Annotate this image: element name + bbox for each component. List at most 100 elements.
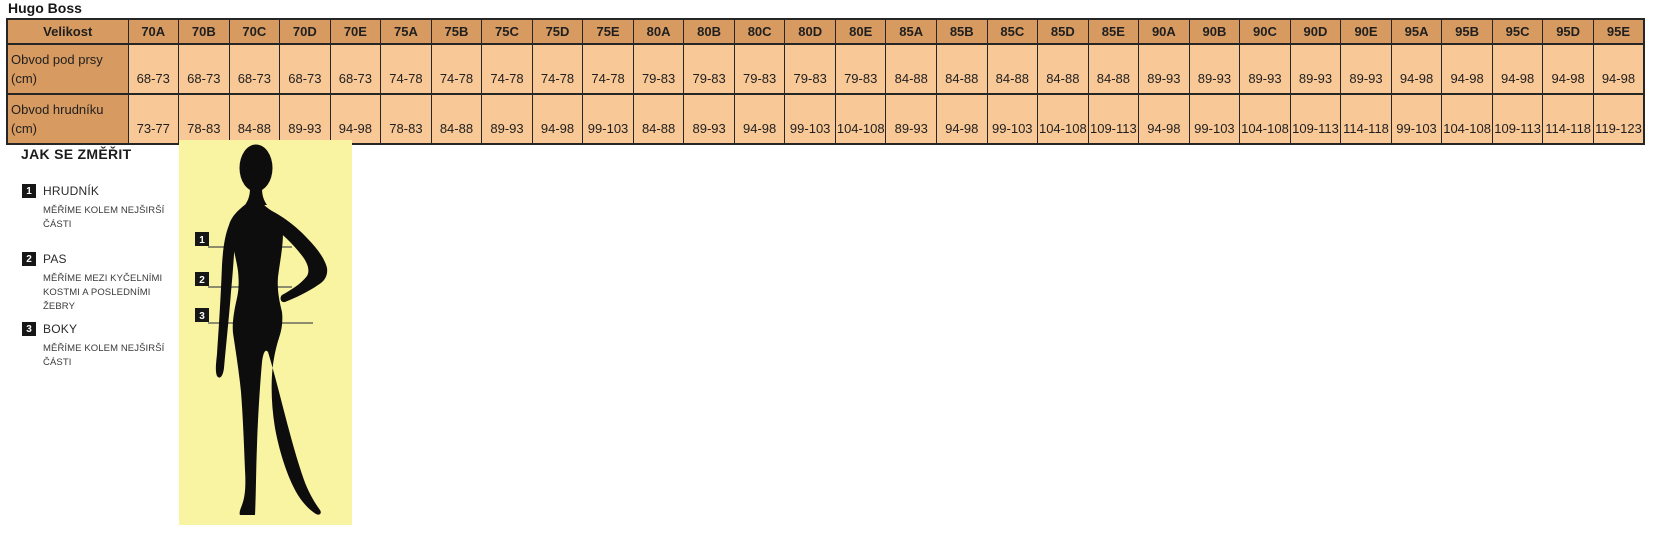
size-table: Velikost 70A 70B 70C 70D 70E 75A 75B 75C 75D 75E 80… (6, 18, 1645, 145)
figure-marker-box-1 (195, 232, 209, 246)
size-col-header-80b: 80B (683, 18, 735, 45)
under-bust-cell-75a: 74-78 (380, 43, 432, 95)
under-bust-cell-80c: 79-83 (733, 43, 786, 95)
size-col-header-70d: 70D (279, 18, 331, 45)
size-col-header-80d: 80D (784, 18, 836, 45)
chest-cell-85c: 99-103 (986, 93, 1039, 145)
measure-guide-title: JAK SE ZMĚŘIT (21, 146, 132, 162)
size-col-header-95d: 95D (1542, 18, 1594, 45)
under-bust-cell-80b: 79-83 (683, 43, 735, 95)
chest-cell-75c: 89-93 (481, 93, 533, 145)
size-col-header-95b: 95B (1441, 18, 1493, 45)
chest-cell-85a: 89-93 (885, 93, 937, 145)
chest-cell-80b: 89-93 (683, 93, 735, 145)
row-chest: Obvod hrudníku (cm) 73-77 78-83 84-88 89-93 9… (6, 93, 1645, 145)
size-col-header-85c: 85C (986, 18, 1039, 45)
figure-marker-box-2 (195, 272, 209, 286)
size-col-header-70b: 70B (178, 18, 230, 45)
measure-item-boky: 3 BOKY MĚŘÍME KOLEM NEJŠIRŠÍ ČÁSTI (22, 322, 178, 370)
chest-cell-95e: 119-123 (1592, 93, 1645, 145)
under-bust-cell-85a: 84-88 (885, 43, 937, 95)
size-col-header-80a: 80A (632, 18, 685, 45)
measure-item-hrudnik: 1 HRUDNÍK MĚŘÍME KOLEM NEJŠIRŠÍ ČÁSTI (22, 184, 178, 232)
under-bust-cell-70e: 68-73 (329, 43, 382, 95)
figure-marker-box-3 (195, 308, 209, 322)
under-bust-cell-75d: 74-78 (531, 43, 584, 95)
chest-cell-80a: 84-88 (632, 93, 685, 145)
under-bust-cell-80a: 79-83 (632, 43, 685, 95)
measure-number-badge-1: 1 (22, 184, 36, 198)
under-bust-cell-75b: 74-78 (430, 43, 483, 95)
under-bust-cell-90b: 89-93 (1188, 43, 1241, 95)
measure-number-badge-3: 3 (22, 322, 36, 336)
size-col-header-85b: 85B (936, 18, 988, 45)
size-col-header-90a: 90A (1138, 18, 1190, 45)
under-bust-cell-85b: 84-88 (936, 43, 988, 95)
chest-cell-75d: 94-98 (531, 93, 584, 145)
under-bust-cell-90d: 89-93 (1289, 43, 1342, 95)
chest-cell-80d: 99-103 (784, 93, 836, 145)
under-bust-cell-70d: 68-73 (279, 43, 331, 95)
size-col-header-75e: 75E (582, 18, 634, 45)
chest-cell-90d: 109-113 (1289, 93, 1342, 145)
chest-cell-70c: 84-88 (228, 93, 281, 145)
chest-cell-90b: 99-103 (1188, 93, 1241, 145)
under-bust-cell-95d: 94-98 (1542, 43, 1594, 95)
size-col-header-85a: 85A (885, 18, 937, 45)
size-col-header-75d: 75D (531, 18, 584, 45)
chest-cell-95b: 104-108 (1441, 93, 1493, 145)
row-label-chest: Obvod hrudníku (cm) (6, 93, 129, 145)
size-col-header-85d: 85D (1037, 18, 1089, 45)
size-col-header-75a: 75A (380, 18, 432, 45)
measurement-figure: 1 2 3 (195, 144, 328, 515)
size-col-header-80e: 80E (834, 18, 887, 45)
measure-number-badge-2: 2 (22, 252, 36, 266)
size-col-header-90c: 90C (1239, 18, 1291, 45)
under-bust-cell-95c: 94-98 (1491, 43, 1544, 95)
under-bust-cell-85c: 84-88 (986, 43, 1039, 95)
under-bust-cell-90c: 89-93 (1239, 43, 1291, 95)
size-table-corner-header: Velikost (6, 18, 129, 45)
measure-item-name: BOKY (43, 322, 78, 336)
under-bust-cell-75c: 74-78 (481, 43, 533, 95)
page-title: Hugo Boss (8, 0, 82, 16)
size-col-header-95a: 95A (1390, 18, 1443, 45)
under-bust-cell-80e: 79-83 (834, 43, 887, 95)
under-bust-cell-90e: 89-93 (1340, 43, 1392, 95)
chest-cell-70b: 78-83 (178, 93, 230, 145)
under-bust-cell-70c: 68-73 (228, 43, 281, 95)
figure-marker-1: 1 (199, 235, 205, 246)
chest-cell-90e: 114-118 (1340, 93, 1392, 145)
chest-cell-95d: 114-118 (1542, 93, 1594, 145)
size-col-header-90d: 90D (1289, 18, 1342, 45)
chest-cell-70e: 94-98 (329, 93, 382, 145)
chest-cell-85b: 94-98 (936, 93, 988, 145)
under-bust-cell-70b: 68-73 (178, 43, 230, 95)
figure-marker-2: 2 (199, 275, 205, 286)
under-bust-cell-95a: 94-98 (1390, 43, 1443, 95)
size-col-header-95c: 95C (1491, 18, 1544, 45)
under-bust-cell-70a: 68-73 (127, 43, 180, 95)
under-bust-cell-90a: 89-93 (1138, 43, 1190, 95)
chest-cell-70a: 73-77 (127, 93, 180, 145)
size-col-header-95e: 95E (1592, 18, 1645, 45)
under-bust-cell-85e: 84-88 (1087, 43, 1140, 95)
size-col-header-90b: 90B (1188, 18, 1241, 45)
female-silhouette (215, 144, 328, 515)
size-col-header-90e: 90E (1340, 18, 1392, 45)
measure-item-name: PAS (43, 252, 67, 266)
chest-cell-85d: 104-108 (1037, 93, 1089, 145)
chest-cell-75a: 78-83 (380, 93, 432, 145)
measure-item-description: MĚŘÍME MEZI KYČELNÍMI KOSTMI A POSLEDNÍM… (43, 273, 163, 312)
under-bust-cell-85d: 84-88 (1037, 43, 1089, 95)
chest-cell-90a: 94-98 (1138, 93, 1190, 145)
under-bust-cell-95b: 94-98 (1441, 43, 1493, 95)
size-col-header-80c: 80C (733, 18, 786, 45)
size-col-header-75c: 75C (481, 18, 533, 45)
chest-cell-80c: 94-98 (733, 93, 786, 145)
chest-cell-85e: 109-113 (1087, 93, 1140, 145)
figure-markers: 1 2 3 (195, 232, 209, 322)
chest-cell-95a: 99-103 (1390, 93, 1443, 145)
size-col-header-75b: 75B (430, 18, 483, 45)
